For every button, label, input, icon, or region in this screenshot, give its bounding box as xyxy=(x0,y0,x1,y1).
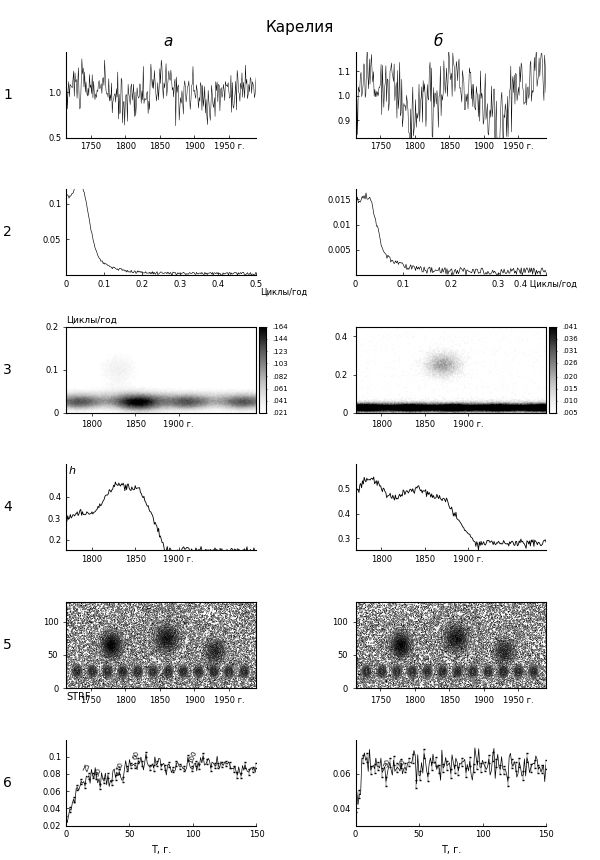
Text: 2: 2 xyxy=(3,225,12,239)
X-axis label: T, г.: T, г. xyxy=(151,845,172,855)
Text: 30: 30 xyxy=(94,767,102,777)
Text: 25: 25 xyxy=(83,762,92,772)
Text: 4: 4 xyxy=(3,501,12,514)
Text: STRF: STRF xyxy=(66,692,91,703)
Text: h: h xyxy=(69,466,76,476)
Text: Циклы/год: Циклы/год xyxy=(260,287,308,296)
Text: а: а xyxy=(163,34,173,49)
Text: 60: 60 xyxy=(131,750,140,760)
Text: б: б xyxy=(433,34,443,49)
Text: 100: 100 xyxy=(188,750,198,765)
Text: 5: 5 xyxy=(3,638,12,652)
Text: 3: 3 xyxy=(3,363,12,377)
Text: 50: 50 xyxy=(116,761,125,771)
Text: 40: 40 xyxy=(398,759,407,769)
Text: 30: 30 xyxy=(383,758,392,769)
Text: 6: 6 xyxy=(3,776,12,789)
X-axis label: T, г.: T, г. xyxy=(440,845,461,855)
Text: 1: 1 xyxy=(3,88,12,101)
Text: Карелия: Карелия xyxy=(266,20,334,34)
Text: Циклы/год: Циклы/год xyxy=(66,316,117,325)
